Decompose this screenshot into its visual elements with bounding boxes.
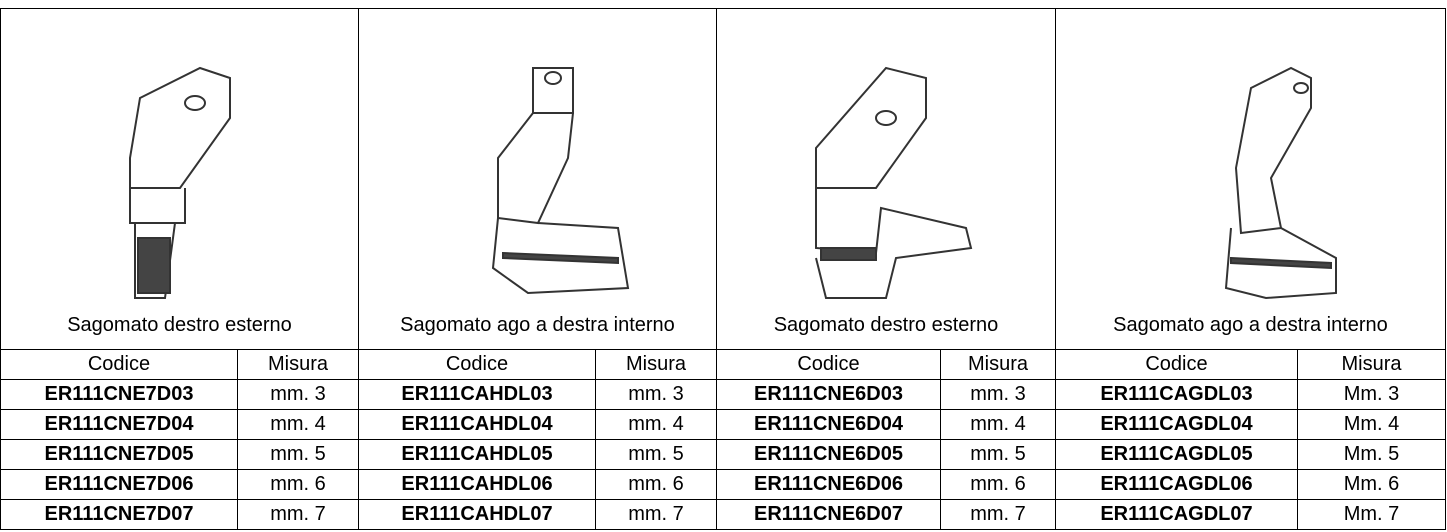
product-cell: Sagomato destro esterno <box>716 8 1056 350</box>
code: ER111CAGDL07 <box>1055 499 1298 530</box>
product-table: Sagomato destro esterno Sagomato ago a de… <box>0 8 1446 530</box>
size: Mm. 5 <box>1297 439 1446 470</box>
code: ER111CNE7D03 <box>0 379 238 410</box>
column-header: Misura <box>237 349 359 380</box>
size: mm. 7 <box>595 499 717 530</box>
size: mm. 7 <box>940 499 1056 530</box>
data-row: ER111CNE7D06 mm. 6 ER111CAHDL06 mm. 6 ER111C… <box>0 469 1446 500</box>
code: ER111CAGDL06 <box>1055 469 1298 500</box>
code: ER111CNE6D03 <box>716 379 941 410</box>
code: ER111CAHDL06 <box>358 469 596 500</box>
data-row: ER111CNE7D05 mm. 5 ER111CAHDL05 mm. 5 ER111C… <box>0 439 1446 470</box>
size: mm. 6 <box>237 469 359 500</box>
code: ER111CNE7D04 <box>0 409 238 440</box>
header-row: Codice Misura Codice Misura Codice Misura Codi… <box>0 349 1446 380</box>
product-drawing <box>1224 66 1337 300</box>
size: mm. 4 <box>237 409 359 440</box>
size: mm. 3 <box>237 379 359 410</box>
size: Mm. 4 <box>1297 409 1446 440</box>
code: ER111CAHDL03 <box>358 379 596 410</box>
column-header: Codice <box>358 349 596 380</box>
caption: Sagomato destro esterno <box>67 314 292 336</box>
size: mm. 5 <box>940 439 1056 470</box>
product-cell: Sagomato ago a destra interno <box>358 8 717 350</box>
code: ER111CAGDL03 <box>1055 379 1298 410</box>
product-cell: Sagomato destro esterno <box>0 8 359 350</box>
caption: Sagomato ago a destra interno <box>400 314 675 336</box>
code: ER111CAHDL04 <box>358 409 596 440</box>
size: mm. 3 <box>595 379 717 410</box>
size: mm. 5 <box>237 439 359 470</box>
size: Mm. 7 <box>1297 499 1446 530</box>
code: ER111CNE6D04 <box>716 409 941 440</box>
code: ER111CAGDL04 <box>1055 409 1298 440</box>
column-header: Codice <box>1055 349 1298 380</box>
size: mm. 6 <box>595 469 717 500</box>
code: ER111CNE6D05 <box>716 439 941 470</box>
size: mm. 4 <box>595 409 717 440</box>
data-row: ER111CNE7D07 mm. 7 ER111CAHDL07 mm. 7 ER111C… <box>0 499 1446 530</box>
column-header: Misura <box>595 349 717 380</box>
column-header: Codice <box>716 349 941 380</box>
caption: Sagomato ago a destra interno <box>1113 314 1388 336</box>
column-header: Codice <box>0 349 238 380</box>
image-row: Sagomato destro esterno Sagomato ago a de… <box>0 8 1446 350</box>
column-header: Misura <box>940 349 1056 380</box>
product-drawing <box>815 66 973 299</box>
code: ER111CNE7D06 <box>0 469 238 500</box>
caption: Sagomato destro esterno <box>773 314 999 336</box>
code: ER111CAGDL05 <box>1055 439 1298 470</box>
product-drawing <box>491 67 629 295</box>
size: mm. 5 <box>595 439 717 470</box>
size: mm. 7 <box>237 499 359 530</box>
size: mm. 6 <box>940 469 1056 500</box>
code: ER111CNE7D07 <box>0 499 238 530</box>
data-row: ER111CNE7D04 mm. 4 ER111CAHDL04 mm. 4 ER111C… <box>0 409 1446 440</box>
code: ER111CAHDL07 <box>358 499 596 530</box>
code: ER111CNE6D06 <box>716 469 941 500</box>
size: mm. 4 <box>940 409 1056 440</box>
code: ER111CAHDL05 <box>358 439 596 470</box>
data-row: ER111CNE7D03 mm. 3 ER111CAHDL03 mm. 3 ER111C… <box>0 379 1446 410</box>
code: ER111CNE7D05 <box>0 439 238 470</box>
product-drawing <box>128 66 231 299</box>
product-cell: Sagomato ago a destra interno <box>1055 8 1446 350</box>
column-header: Misura <box>1297 349 1446 380</box>
size: Mm. 6 <box>1297 469 1446 500</box>
size: mm. 3 <box>940 379 1056 410</box>
size: Mm. 3 <box>1297 379 1446 410</box>
code: ER111CNE6D07 <box>716 499 941 530</box>
